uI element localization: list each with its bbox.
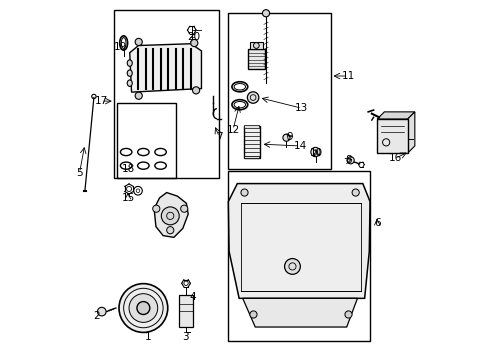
Polygon shape — [154, 193, 188, 237]
Circle shape — [97, 307, 106, 316]
Bar — [117, 103, 176, 178]
Bar — [179, 295, 192, 327]
Bar — [244, 156, 258, 158]
Text: 19: 19 — [114, 42, 127, 52]
Text: 14: 14 — [293, 141, 306, 151]
Polygon shape — [407, 112, 414, 153]
Bar — [249, 42, 263, 49]
Circle shape — [344, 311, 351, 318]
Text: 18: 18 — [121, 164, 134, 174]
Circle shape — [190, 40, 198, 46]
Text: 15: 15 — [121, 193, 134, 203]
Circle shape — [180, 205, 187, 212]
Text: 1: 1 — [144, 332, 151, 342]
Text: 10: 10 — [309, 148, 322, 158]
Ellipse shape — [127, 60, 132, 66]
Circle shape — [135, 92, 142, 99]
Bar — [228, 13, 330, 169]
Bar — [113, 10, 219, 178]
Circle shape — [241, 189, 247, 196]
Circle shape — [310, 147, 320, 157]
Bar — [244, 126, 258, 129]
Polygon shape — [376, 112, 414, 119]
Circle shape — [253, 42, 259, 48]
Text: 8: 8 — [345, 155, 351, 165]
Circle shape — [247, 92, 258, 103]
Circle shape — [161, 207, 179, 225]
Text: 11: 11 — [341, 71, 354, 81]
Text: 4: 4 — [189, 292, 195, 302]
Text: 16: 16 — [387, 153, 401, 163]
Circle shape — [284, 258, 300, 274]
Circle shape — [282, 134, 289, 141]
Text: 5: 5 — [76, 168, 82, 178]
Text: 17: 17 — [94, 96, 107, 106]
Circle shape — [152, 205, 160, 212]
Circle shape — [262, 10, 269, 17]
Polygon shape — [228, 184, 369, 298]
Circle shape — [129, 294, 158, 322]
Circle shape — [249, 311, 257, 318]
Circle shape — [192, 87, 199, 94]
Text: 9: 9 — [285, 132, 292, 142]
Text: 2: 2 — [93, 311, 100, 321]
Text: 12: 12 — [226, 125, 239, 135]
Polygon shape — [242, 298, 357, 327]
Bar — [244, 126, 259, 158]
Text: 20: 20 — [187, 32, 201, 41]
Circle shape — [137, 302, 149, 315]
Ellipse shape — [127, 80, 132, 86]
Bar — [228, 171, 369, 341]
Bar — [376, 119, 407, 153]
Circle shape — [351, 189, 359, 196]
Circle shape — [119, 284, 167, 332]
Ellipse shape — [127, 70, 132, 76]
Circle shape — [166, 226, 174, 234]
Text: 7: 7 — [216, 132, 222, 142]
Polygon shape — [129, 44, 201, 92]
Circle shape — [135, 39, 142, 45]
Circle shape — [346, 157, 353, 164]
Text: 6: 6 — [373, 218, 380, 228]
Bar — [247, 49, 264, 69]
Text: 3: 3 — [182, 332, 188, 342]
Text: 13: 13 — [295, 103, 308, 113]
